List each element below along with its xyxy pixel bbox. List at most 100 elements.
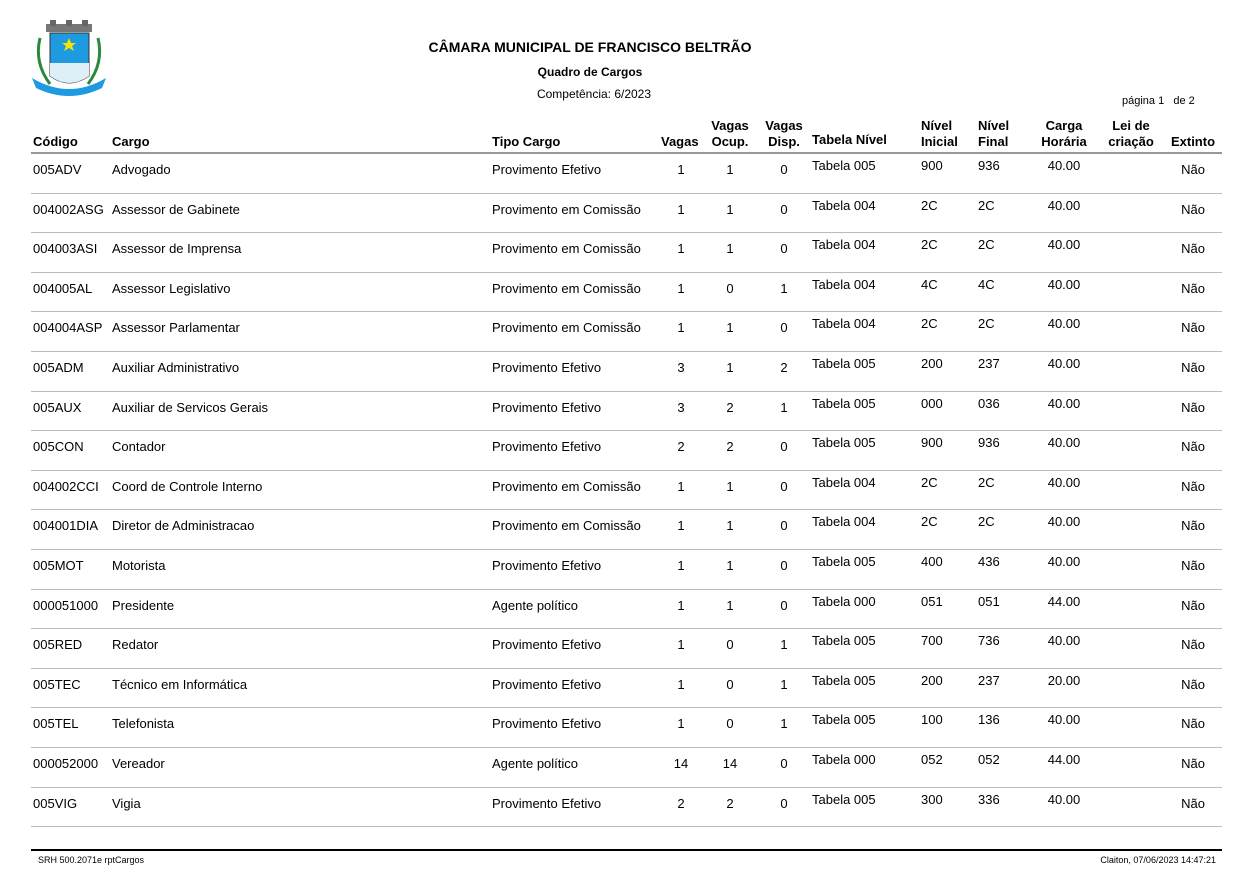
cell-tipo: Provimento Efetivo xyxy=(492,162,602,177)
cell-tabela: Tabela 005 xyxy=(812,633,876,649)
table-row: 004001DIA Diretor de Administracao Provime… xyxy=(0,510,1236,550)
cell-tipo: Provimento Efetivo xyxy=(492,795,602,811)
col-header-tipo: Tipo Cargo xyxy=(492,134,561,149)
cell-disp: 1 xyxy=(780,637,788,653)
cell-codigo: 005ADM xyxy=(33,360,84,375)
row-divider xyxy=(31,192,1222,194)
col-header-lei: Lei de criação xyxy=(1108,118,1154,149)
cell-final: 436 xyxy=(978,554,1000,569)
footer-divider xyxy=(31,849,1222,851)
col-header-carga: Carga Horária xyxy=(1041,118,1087,149)
cell-tabela: Tabela 005 xyxy=(812,435,876,451)
cell-cargo: Coord de Controle Interno xyxy=(112,478,263,494)
cell-tipo: Provimento Efetivo xyxy=(492,558,602,573)
cell-carga: 40.00 xyxy=(1047,395,1081,411)
col-header-cargo: Cargo xyxy=(112,134,150,149)
cell-extinto: Não xyxy=(1181,676,1205,692)
cell-codigo: 005RED xyxy=(33,637,83,653)
cell-inicial: 200 xyxy=(921,672,943,688)
cell-extinto: Não xyxy=(1181,280,1205,296)
cell-extinto: Não xyxy=(1181,439,1205,455)
report-subtitle: Quadro de Cargos xyxy=(537,65,643,79)
cell-inicial: 2C xyxy=(921,474,938,490)
cell-codigo: 004002CCI xyxy=(33,478,99,494)
cell-vagas: 1 xyxy=(677,637,685,653)
cell-codigo: 000051000 xyxy=(33,597,99,613)
cell-tabela: Tabela 005 xyxy=(812,554,876,569)
cell-inicial: 052 xyxy=(921,752,943,767)
cell-carga: 40.00 xyxy=(1047,237,1081,253)
cell-final: 2C xyxy=(978,514,995,530)
cell-final: 2C xyxy=(978,237,995,253)
cell-ocup: 1 xyxy=(726,241,734,257)
cell-final: 336 xyxy=(978,791,1000,807)
row-divider xyxy=(31,271,1222,273)
cell-ocup: 1 xyxy=(726,478,734,494)
cell-tabela: Tabela 004 xyxy=(812,474,876,490)
header-divider xyxy=(31,152,1222,154)
cell-disp: 0 xyxy=(780,201,788,217)
cell-vagas: 3 xyxy=(677,360,685,375)
cell-inicial: 300 xyxy=(921,791,943,807)
cell-extinto: Não xyxy=(1181,478,1205,494)
cell-final: 936 xyxy=(978,158,1000,173)
cell-cargo: Motorista xyxy=(112,558,166,573)
competence-period: Competência: 6/2023 xyxy=(536,87,652,101)
cell-tipo: Provimento Efetivo xyxy=(492,637,602,653)
cell-vagas: 2 xyxy=(677,795,685,811)
cell-inicial: 2C xyxy=(921,237,938,253)
cell-cargo: Presidente xyxy=(112,597,175,613)
cell-extinto: Não xyxy=(1181,716,1205,732)
table-row: 005ADM Auxiliar Administrativo Provimento … xyxy=(0,352,1236,392)
cell-ocup: 0 xyxy=(726,637,734,653)
footer-user-timestamp: Claiton, 07/06/2023 14:47:21 xyxy=(1100,855,1216,865)
cell-disp: 1 xyxy=(780,676,788,692)
table-row: 005MOT Motorista Provimento Efetivo 1 1 0 Tabe… xyxy=(0,550,1236,590)
cell-carga: 40.00 xyxy=(1047,514,1081,530)
cell-inicial: 2C xyxy=(921,514,938,530)
cell-carga: 40.00 xyxy=(1047,712,1081,728)
cell-final: 051 xyxy=(978,593,1000,609)
cell-disp: 0 xyxy=(780,162,788,177)
cell-cargo: Assessor Legislativo xyxy=(112,280,231,296)
cell-cargo: Assessor de Gabinete xyxy=(112,201,240,217)
cell-vagas: 1 xyxy=(677,280,685,296)
cell-tipo: Provimento em Comissão xyxy=(492,241,641,257)
table-row: 004002ASG Assessor de Gabinete Provimento … xyxy=(0,194,1236,234)
cell-final: 136 xyxy=(978,712,1000,728)
row-divider xyxy=(31,390,1222,392)
table-row: 004004ASP Assessor Parlamentar Provimento … xyxy=(0,312,1236,352)
cell-ocup: 2 xyxy=(726,399,734,415)
table-row: 005AUX Auxiliar de Servicos Gerais Provime… xyxy=(0,392,1236,432)
cell-tabela: Tabela 004 xyxy=(812,316,876,332)
cell-vagas: 1 xyxy=(677,597,685,613)
cell-disp: 2 xyxy=(780,360,788,375)
cell-codigo: 005TEL xyxy=(33,716,79,732)
cell-inicial: 100 xyxy=(921,712,943,728)
cell-final: 237 xyxy=(978,672,1000,688)
cell-carga: 44.00 xyxy=(1047,593,1081,609)
cell-disp: 0 xyxy=(780,518,788,534)
row-divider xyxy=(31,667,1222,669)
cell-vagas: 1 xyxy=(677,162,685,177)
cell-tipo: Provimento em Comissão xyxy=(492,518,641,534)
cell-carga: 40.00 xyxy=(1047,791,1081,807)
cell-disp: 1 xyxy=(780,716,788,732)
table-row: 004002CCI Coord de Controle Interno Provim… xyxy=(0,471,1236,511)
row-divider xyxy=(31,350,1222,352)
cell-tipo: Provimento em Comissão xyxy=(492,478,641,494)
table-row: 005TEL Telefonista Provimento Efetivo 1 0 1 Ta… xyxy=(0,708,1236,748)
table-row: 005CON Contador Provimento Efetivo 2 2 0 Tabel… xyxy=(0,431,1236,471)
cell-vagas: 1 xyxy=(677,478,685,494)
cell-extinto: Não xyxy=(1181,399,1205,415)
cell-extinto: Não xyxy=(1181,162,1205,177)
cell-inicial: 051 xyxy=(921,593,943,609)
cell-final: 936 xyxy=(978,435,1000,451)
municipal-coat-of-arms-logo xyxy=(32,20,106,96)
cell-codigo: 000052000 xyxy=(33,756,99,771)
table-row: 004003ASI Assessor de Imprensa Provimento … xyxy=(0,233,1236,273)
row-divider xyxy=(31,430,1222,432)
cell-tipo: Provimento em Comissão xyxy=(492,201,641,217)
cell-carga: 40.00 xyxy=(1047,316,1081,332)
cell-extinto: Não xyxy=(1181,637,1205,653)
